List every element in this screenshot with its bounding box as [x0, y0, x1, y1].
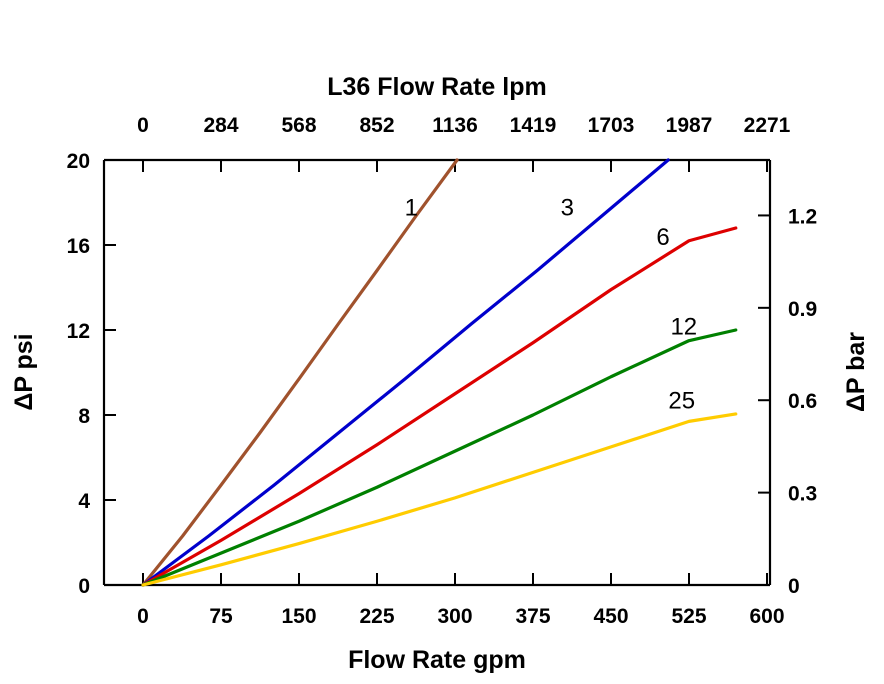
- series-curve-3: [141, 158, 670, 587]
- right-tick-label: 1.2: [788, 205, 817, 228]
- top-axis-ticks: [142, 160, 768, 172]
- top-tick-label: 1987: [666, 114, 713, 137]
- series-curve-labels: 1 3 6 12 25: [405, 194, 698, 414]
- bottom-tick-label: 150: [281, 605, 316, 628]
- bottom-tick-label: 75: [209, 605, 233, 628]
- bottom-tick-label: 525: [671, 605, 706, 628]
- top-tick-label: 568: [281, 114, 316, 137]
- bottom-tick-label: 225: [359, 605, 394, 628]
- bottom-tick-label: 300: [437, 605, 472, 628]
- series-label-3: 3: [561, 194, 574, 221]
- bottom-tick-label: 0: [137, 605, 149, 628]
- top-tick-label: 1703: [588, 114, 635, 137]
- left-axis-title: ΔP psi: [10, 333, 38, 410]
- top-tick-label: 1136: [432, 114, 478, 137]
- left-tick-label: 8: [78, 405, 90, 428]
- series-curve-25: [141, 412, 738, 587]
- series-curve-1: [141, 158, 459, 587]
- left-axis-tick-labels: 0 4 8 12 16 20: [67, 150, 91, 598]
- series-label-12: 12: [670, 313, 697, 340]
- top-axis-title: L36 Flow Rate lpm: [327, 73, 546, 101]
- right-axis-title: ΔP bar: [842, 332, 870, 412]
- left-tick-label: 4: [78, 490, 90, 513]
- left-tick-label: 0: [78, 575, 90, 598]
- right-axis-tick-labels: 0 0.3 0.6 0.9 1.2: [788, 205, 817, 598]
- right-tick-label: 0.6: [788, 390, 817, 413]
- series-label-1: 1: [405, 194, 418, 221]
- right-tick-label: 0: [788, 575, 800, 598]
- top-tick-label: 0: [137, 114, 149, 137]
- bottom-axis-ticks: [142, 573, 768, 585]
- left-axis-ticks: [104, 159, 116, 586]
- top-tick-label: 284: [203, 114, 238, 137]
- top-tick-label: 1419: [510, 114, 557, 137]
- series-curve-6: [141, 226, 738, 587]
- bottom-tick-label: 600: [749, 605, 784, 628]
- top-tick-label: 2271: [744, 114, 791, 137]
- plot-frame: [102, 158, 772, 587]
- top-axis-tick-labels: 0 284 568 852 1136 1419 1703 1987 2271: [137, 114, 791, 137]
- series-label-6: 6: [656, 224, 669, 251]
- left-tick-label: 16: [67, 235, 90, 258]
- right-tick-label: 0.3: [788, 483, 817, 506]
- series-label-25: 25: [668, 388, 695, 415]
- left-tick-label: 20: [67, 150, 90, 173]
- left-tick-label: 12: [67, 320, 90, 343]
- right-axis-ticks: [758, 214, 770, 586]
- bottom-tick-label: 375: [515, 605, 550, 628]
- right-tick-label: 0.9: [788, 298, 817, 321]
- bottom-axis-tick-labels: 0 75 150 225 300 375 450 525 600: [137, 605, 784, 628]
- series-curve-12: [141, 328, 738, 587]
- top-tick-label: 852: [359, 114, 394, 137]
- bottom-tick-label: 450: [593, 605, 628, 628]
- series-curves: [141, 158, 738, 587]
- bottom-axis-title: Flow Rate gpm: [348, 646, 526, 674]
